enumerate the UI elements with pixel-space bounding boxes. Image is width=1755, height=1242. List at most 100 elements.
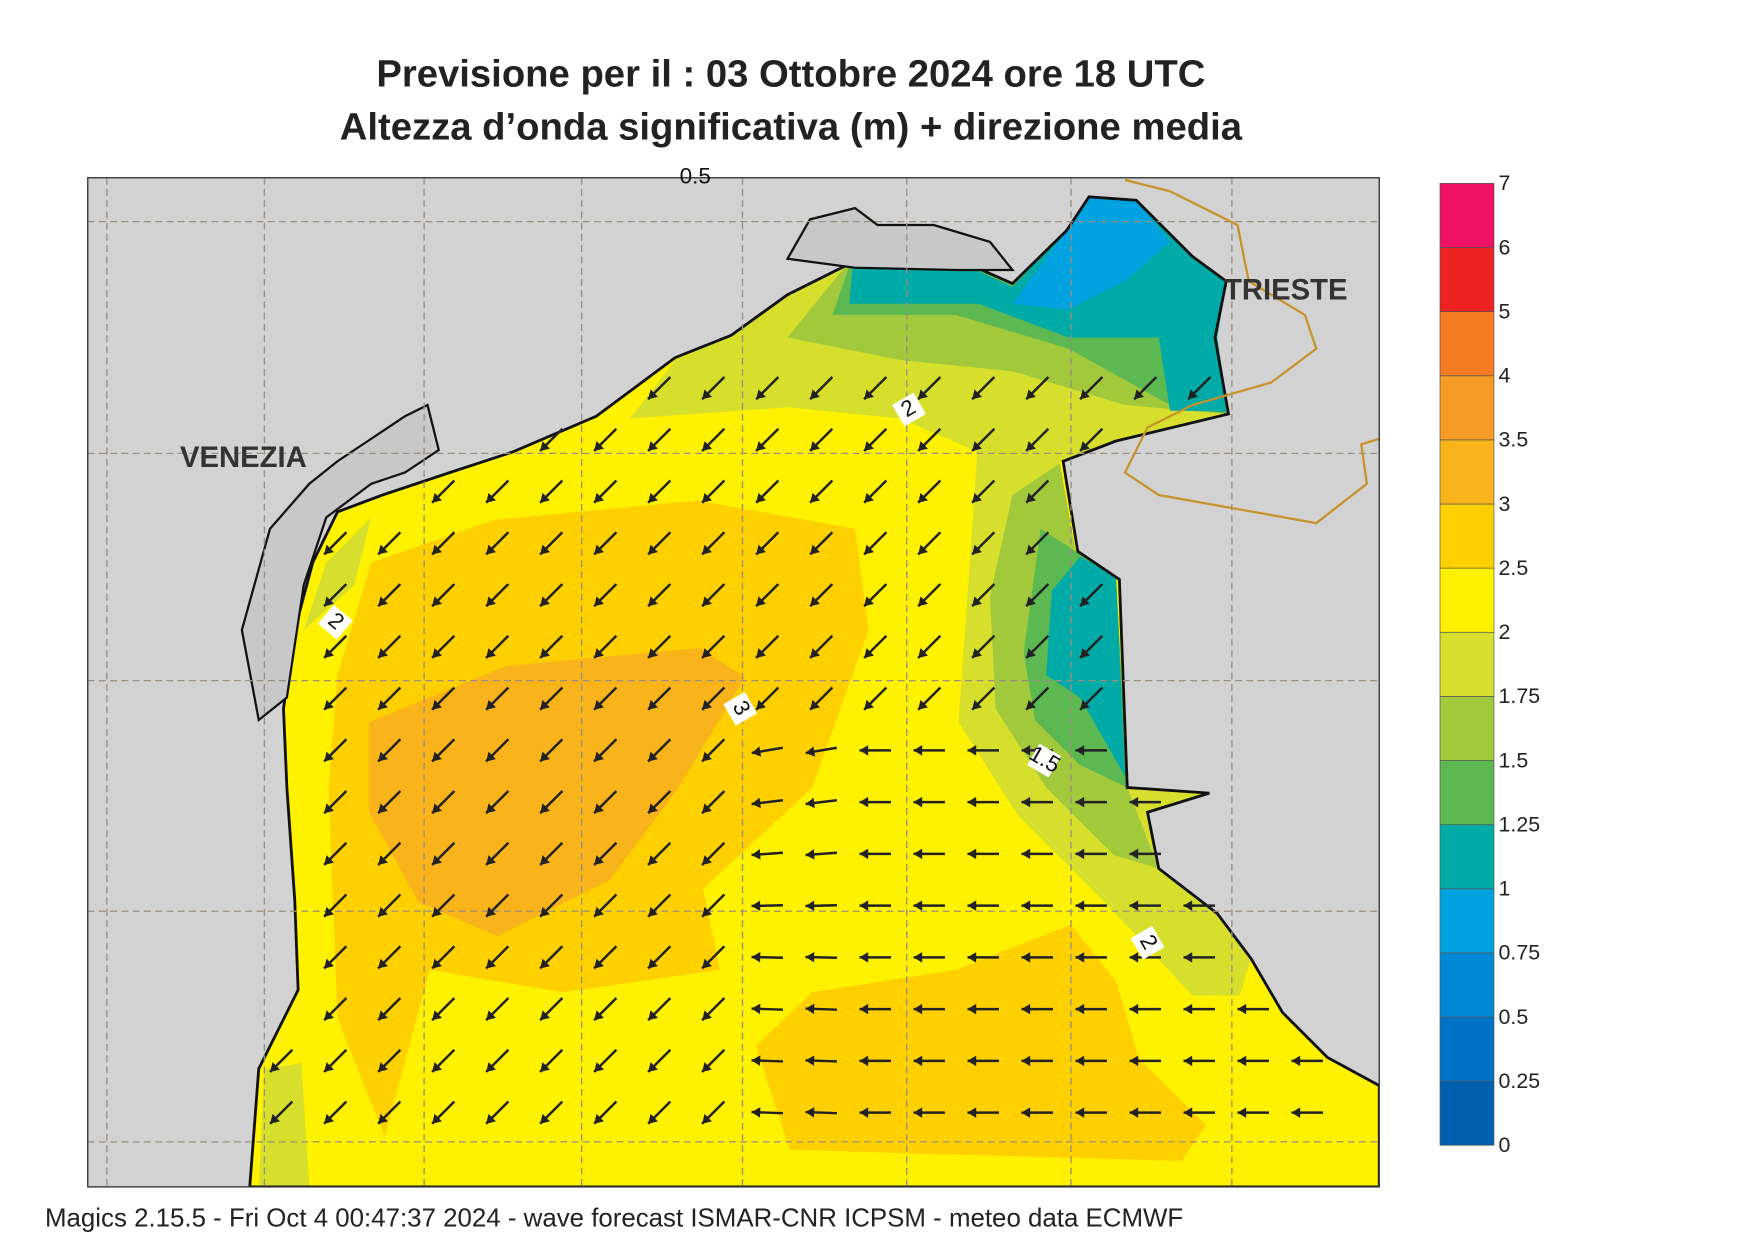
- arrow-head: [1183, 1107, 1193, 1118]
- arrow-head: [378, 958, 388, 969]
- arrow-head: [967, 1003, 977, 1015]
- arrow-head: [432, 596, 442, 607]
- arrow-head: [859, 848, 869, 860]
- arrow-head: [918, 389, 928, 400]
- arrow-head: [967, 1055, 977, 1067]
- arrow-head: [756, 596, 766, 607]
- arrow-head: [972, 699, 982, 710]
- arrow-head: [378, 855, 388, 866]
- arrow-head: [594, 1010, 604, 1021]
- colorbar-label: 7: [1499, 171, 1511, 195]
- arrow-head: [859, 745, 869, 756]
- arrow-head: [270, 1062, 280, 1073]
- arrow-head: [486, 648, 496, 659]
- arrow-head: [1080, 389, 1090, 400]
- colorbar-label: 1.75: [1499, 684, 1541, 708]
- arrow-head: [859, 952, 869, 963]
- colorbar-label: 3: [1499, 492, 1511, 516]
- arrow-head: [810, 699, 820, 710]
- arrow-head: [648, 648, 658, 659]
- arrow-head: [594, 699, 604, 710]
- arrow-head: [918, 441, 928, 452]
- arrow-head: [751, 900, 761, 912]
- arrow-head: [1291, 1107, 1301, 1118]
- arrow-head: [1021, 1055, 1031, 1067]
- arrow-head: [540, 1010, 550, 1021]
- colorbar-swatch: [1439, 760, 1495, 825]
- arrow-head: [1021, 1003, 1031, 1015]
- arrow-head: [1237, 1003, 1247, 1015]
- arrow-head: [756, 699, 766, 710]
- colorbar-swatch: [1439, 567, 1495, 633]
- arrow-head: [486, 1113, 496, 1124]
- colorbar-swatch: [1439, 1016, 1495, 1082]
- colorbar-swatch: [1439, 952, 1495, 1018]
- arrow-head: [756, 492, 766, 503]
- arrow-head: [702, 803, 712, 814]
- arrow-head: [1026, 648, 1036, 659]
- wave-field: [240, 195, 1380, 1187]
- arrow-head: [1026, 441, 1036, 452]
- arrow-head: [1021, 952, 1031, 963]
- arrow-head: [972, 441, 982, 452]
- arrow-head: [432, 751, 442, 762]
- arrow-head: [918, 544, 928, 555]
- arrow-head: [702, 648, 712, 659]
- arrow-head: [756, 389, 766, 400]
- arrow-head: [1134, 389, 1144, 400]
- arrow-head: [1075, 848, 1085, 860]
- arrow-head: [972, 544, 982, 555]
- arrow-head: [648, 751, 658, 762]
- colorbar-label: 1.25: [1499, 812, 1541, 836]
- arrow-head: [432, 699, 442, 710]
- arrow-head: [432, 544, 442, 555]
- arrow-head: [810, 544, 820, 555]
- arrow-head: [540, 648, 550, 659]
- arrow-head: [594, 855, 604, 866]
- arrow-head: [1188, 389, 1198, 400]
- arrow-head: [594, 648, 604, 659]
- arrow-head: [805, 849, 815, 860]
- arrow-head: [486, 855, 496, 866]
- arrow-head: [1129, 1003, 1139, 1015]
- arrow-head: [702, 751, 712, 762]
- arrow-head: [859, 900, 869, 911]
- arrow-head: [967, 848, 977, 860]
- contour-label-bg: [1130, 925, 1165, 960]
- arrow-head: [1021, 900, 1031, 911]
- arrow-head: [540, 441, 550, 452]
- arrow-head: [324, 544, 334, 555]
- arrow-head: [1237, 1107, 1247, 1118]
- arrow-head: [702, 699, 712, 710]
- arrow-head: [967, 796, 977, 808]
- colorbar-swatch: [1439, 183, 1495, 248]
- arrow-head: [805, 900, 815, 912]
- arrow-head: [918, 596, 928, 607]
- colorbar: 0 0.25 0.5 0.75 1 1.25 1.5 1.75 2 2.5 3 3.5 4 5 6 7: [1439, 171, 1541, 1157]
- graticule: [87, 177, 1380, 1187]
- arrow-head: [1080, 441, 1090, 452]
- colorbar-label: 2: [1499, 620, 1511, 644]
- arrow-head: [1075, 1107, 1085, 1118]
- arrow-head: [859, 1055, 869, 1067]
- arrow-head: [594, 958, 604, 969]
- arrow-head: [648, 389, 658, 400]
- arrow-head: [324, 906, 334, 917]
- arrow-head: [1129, 796, 1139, 808]
- colorbar-swatch: [1439, 824, 1495, 890]
- arrow-head: [648, 1010, 658, 1021]
- arrow-head: [1080, 648, 1090, 659]
- arrow-head: [810, 648, 820, 659]
- arrow-head: [810, 441, 820, 452]
- arrow-head: [1075, 900, 1085, 911]
- arrow-head: [913, 952, 923, 963]
- arrow-head: [1075, 745, 1085, 756]
- arrow-head: [702, 441, 712, 452]
- place-label: TRIESTE: [1224, 274, 1348, 306]
- colorbar-swatch: [1439, 696, 1495, 761]
- arrow-head: [1075, 796, 1085, 808]
- arrow-head: [1080, 699, 1090, 710]
- arrow-head: [805, 746, 816, 757]
- arrow-head: [486, 492, 496, 503]
